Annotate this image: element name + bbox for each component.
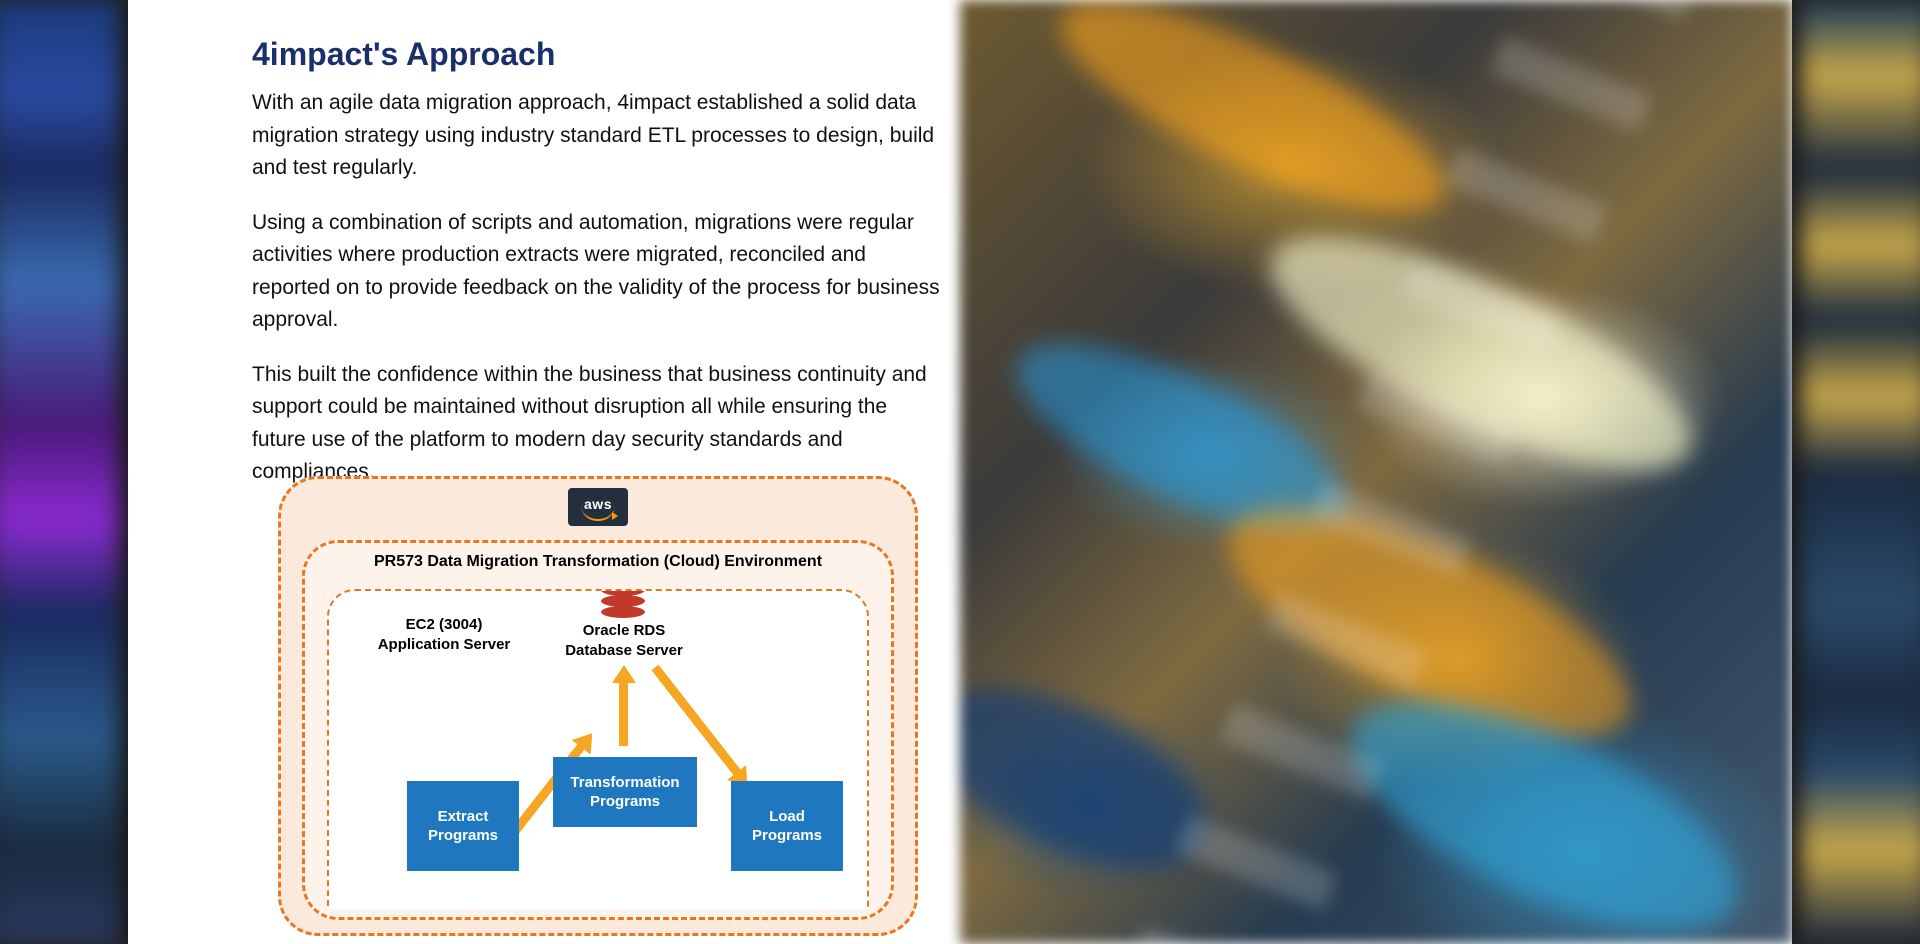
architecture-diagram: aws PR573 Data Migration Transformation …	[278, 464, 918, 944]
section-heading: 4impact's Approach	[252, 36, 942, 73]
ec2-label-line2: Application Server	[378, 636, 511, 653]
diagram-inner-container: EC2 (3004) Application Server Oracle RDS…	[327, 589, 869, 909]
paragraph: Using a combination of scripts and autom…	[252, 207, 942, 337]
transformation-programs-box: TransformationPrograms	[553, 757, 697, 827]
background-blur-left	[0, 0, 120, 944]
article-body: 4impact's Approach With an agile data mi…	[252, 36, 942, 511]
extract-programs-box: ExtractPrograms	[407, 781, 519, 871]
database-icon	[601, 589, 645, 617]
aws-smile-icon	[581, 511, 615, 519]
ec2-label-line1: EC2 (3004)	[406, 616, 483, 633]
load-programs-box: LoadPrograms	[731, 781, 843, 871]
diagram-environment-title: PR573 Data Migration Transformation (Clo…	[305, 553, 891, 571]
hero-photo-traffic-blur	[960, 0, 1792, 944]
document-page: 4impact's Approach With an agile data mi…	[128, 0, 1792, 944]
oracle-label-line1: Oracle RDS	[583, 622, 666, 639]
diagram-mid-container: PR573 Data Migration Transformation (Clo…	[302, 540, 894, 920]
arrow-transform-to-db	[619, 681, 628, 746]
aws-logo-badge: aws	[568, 488, 628, 526]
paragraph: With an agile data migration approach, 4…	[252, 87, 942, 185]
ec2-server-label: EC2 (3004) Application Server	[359, 615, 529, 656]
oracle-label-line2: Database Server	[565, 642, 683, 659]
background-blur-right	[1800, 0, 1920, 944]
oracle-rds-label: Oracle RDS Database Server	[539, 621, 709, 662]
